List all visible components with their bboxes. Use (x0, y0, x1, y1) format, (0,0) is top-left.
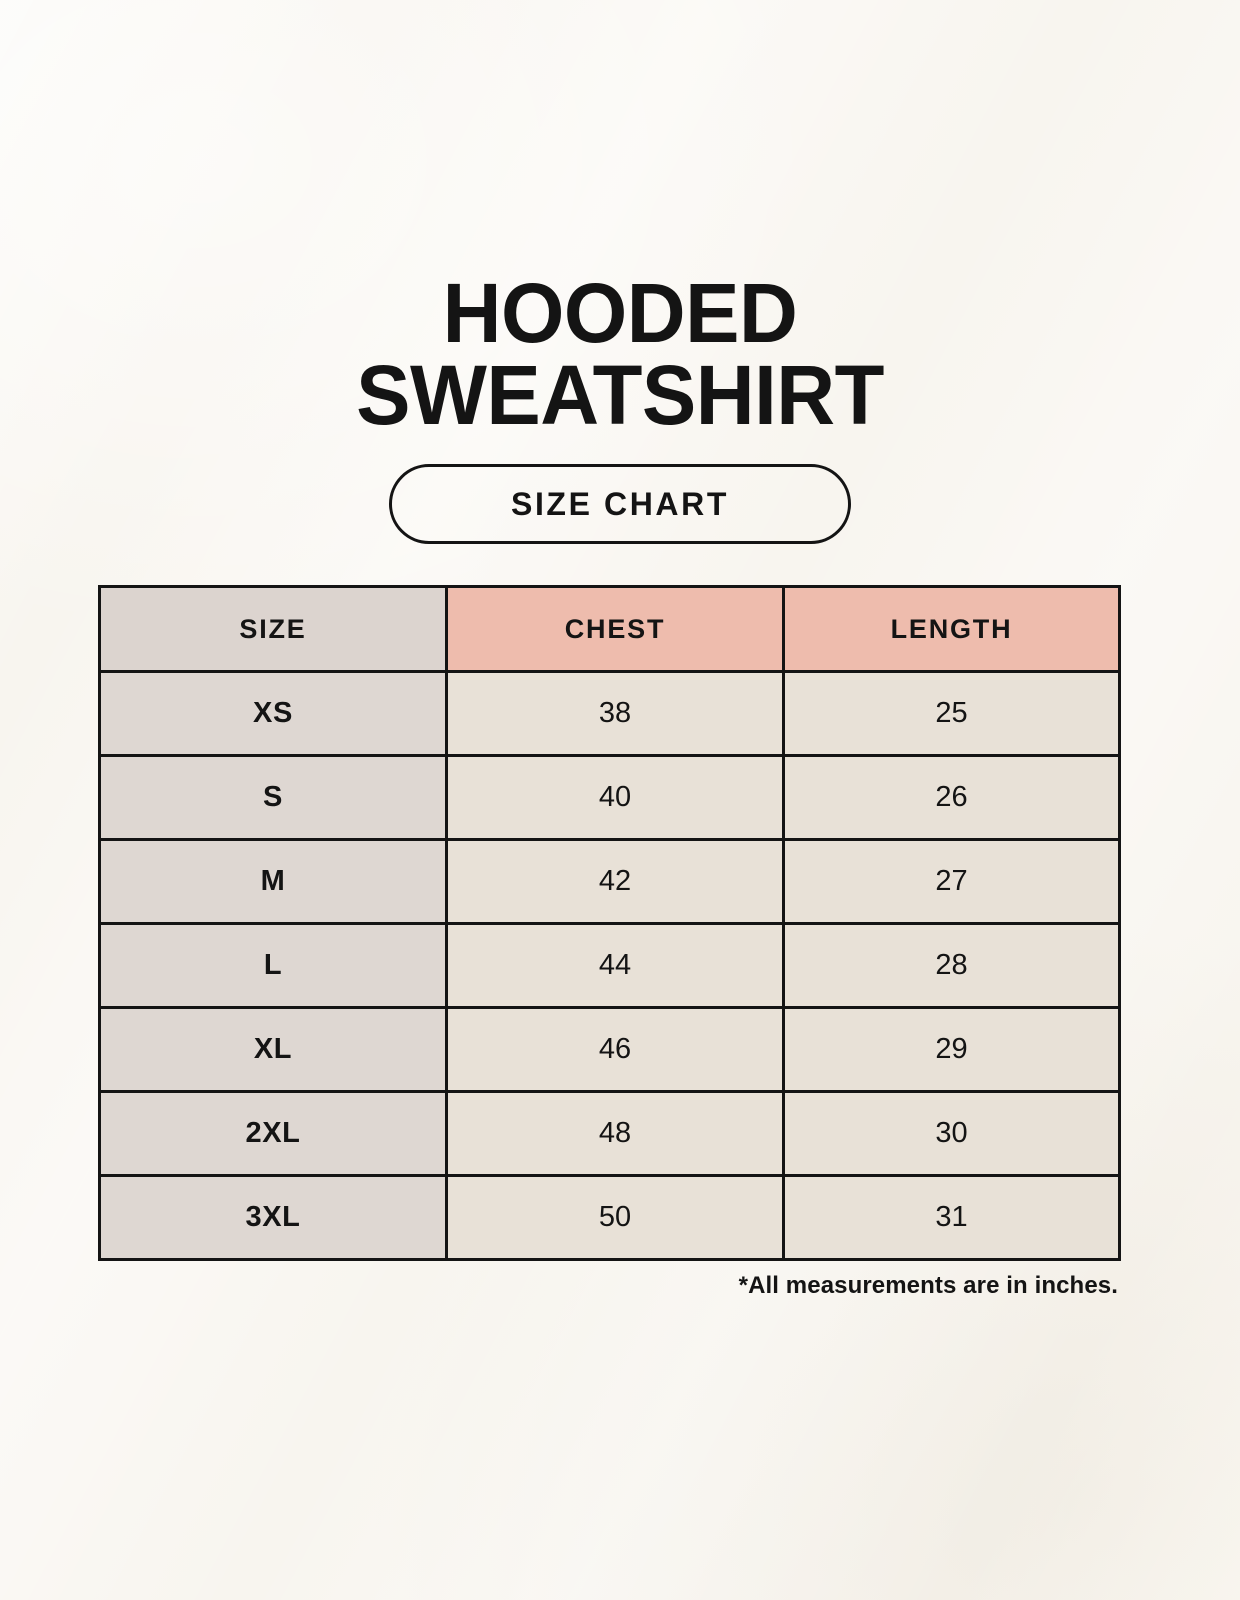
measurements-footnote: *All measurements are in inches. (738, 1272, 1118, 1299)
cell-size: XS (98, 670, 448, 757)
cell-length: 30 (782, 1090, 1121, 1177)
cell-chest: 40 (445, 754, 785, 841)
cell-size: M (98, 838, 448, 925)
column-header-chest: CHEST (445, 585, 785, 673)
table-row: XL 46 29 (98, 1006, 1121, 1093)
column-header-size: SIZE (98, 585, 448, 673)
table-row: S 40 26 (98, 754, 1121, 841)
cell-length: 29 (782, 1006, 1121, 1093)
cell-length: 26 (782, 754, 1121, 841)
cell-chest: 48 (445, 1090, 785, 1177)
cell-chest: 44 (445, 922, 785, 1009)
cell-chest: 50 (445, 1174, 785, 1261)
cell-length: 25 (782, 670, 1121, 757)
cell-size: L (98, 922, 448, 1009)
page-title-line-1: HOODED (442, 266, 798, 360)
table-row: 2XL 48 30 (98, 1090, 1121, 1177)
table-row: M 42 27 (98, 838, 1121, 925)
cell-length: 28 (782, 922, 1121, 1009)
table-row: XS 38 25 (98, 670, 1121, 757)
cell-chest: 38 (445, 670, 785, 757)
size-chart-badge-container: SIZE CHART (0, 464, 1240, 544)
cell-chest: 42 (445, 838, 785, 925)
size-chart-badge: SIZE CHART (389, 464, 851, 544)
cell-size: XL (98, 1006, 448, 1093)
table-row: 3XL 50 31 (98, 1174, 1121, 1261)
cell-size: 3XL (98, 1174, 448, 1261)
table-header-row: SIZE CHEST LENGTH (98, 585, 1121, 673)
cell-chest: 46 (445, 1006, 785, 1093)
table-row: L 44 28 (98, 922, 1121, 1009)
page-title-line-2: SWEATSHIRT (356, 348, 884, 443)
size-chart-table-container: SIZE CHEST LENGTH XS 38 25 S 40 26 M (98, 585, 1121, 1261)
table-body: XS 38 25 S 40 26 M 42 27 L 44 28 (98, 670, 1121, 1261)
table-header: SIZE CHEST LENGTH (98, 585, 1121, 673)
page-title: HOODED SWEATSHIRT (19, 266, 1222, 443)
cell-length: 31 (782, 1174, 1121, 1261)
cell-size: S (98, 754, 448, 841)
cell-length: 27 (782, 838, 1121, 925)
size-chart-table: SIZE CHEST LENGTH XS 38 25 S 40 26 M (98, 585, 1121, 1261)
column-header-length: LENGTH (782, 585, 1121, 673)
cell-size: 2XL (98, 1090, 448, 1177)
